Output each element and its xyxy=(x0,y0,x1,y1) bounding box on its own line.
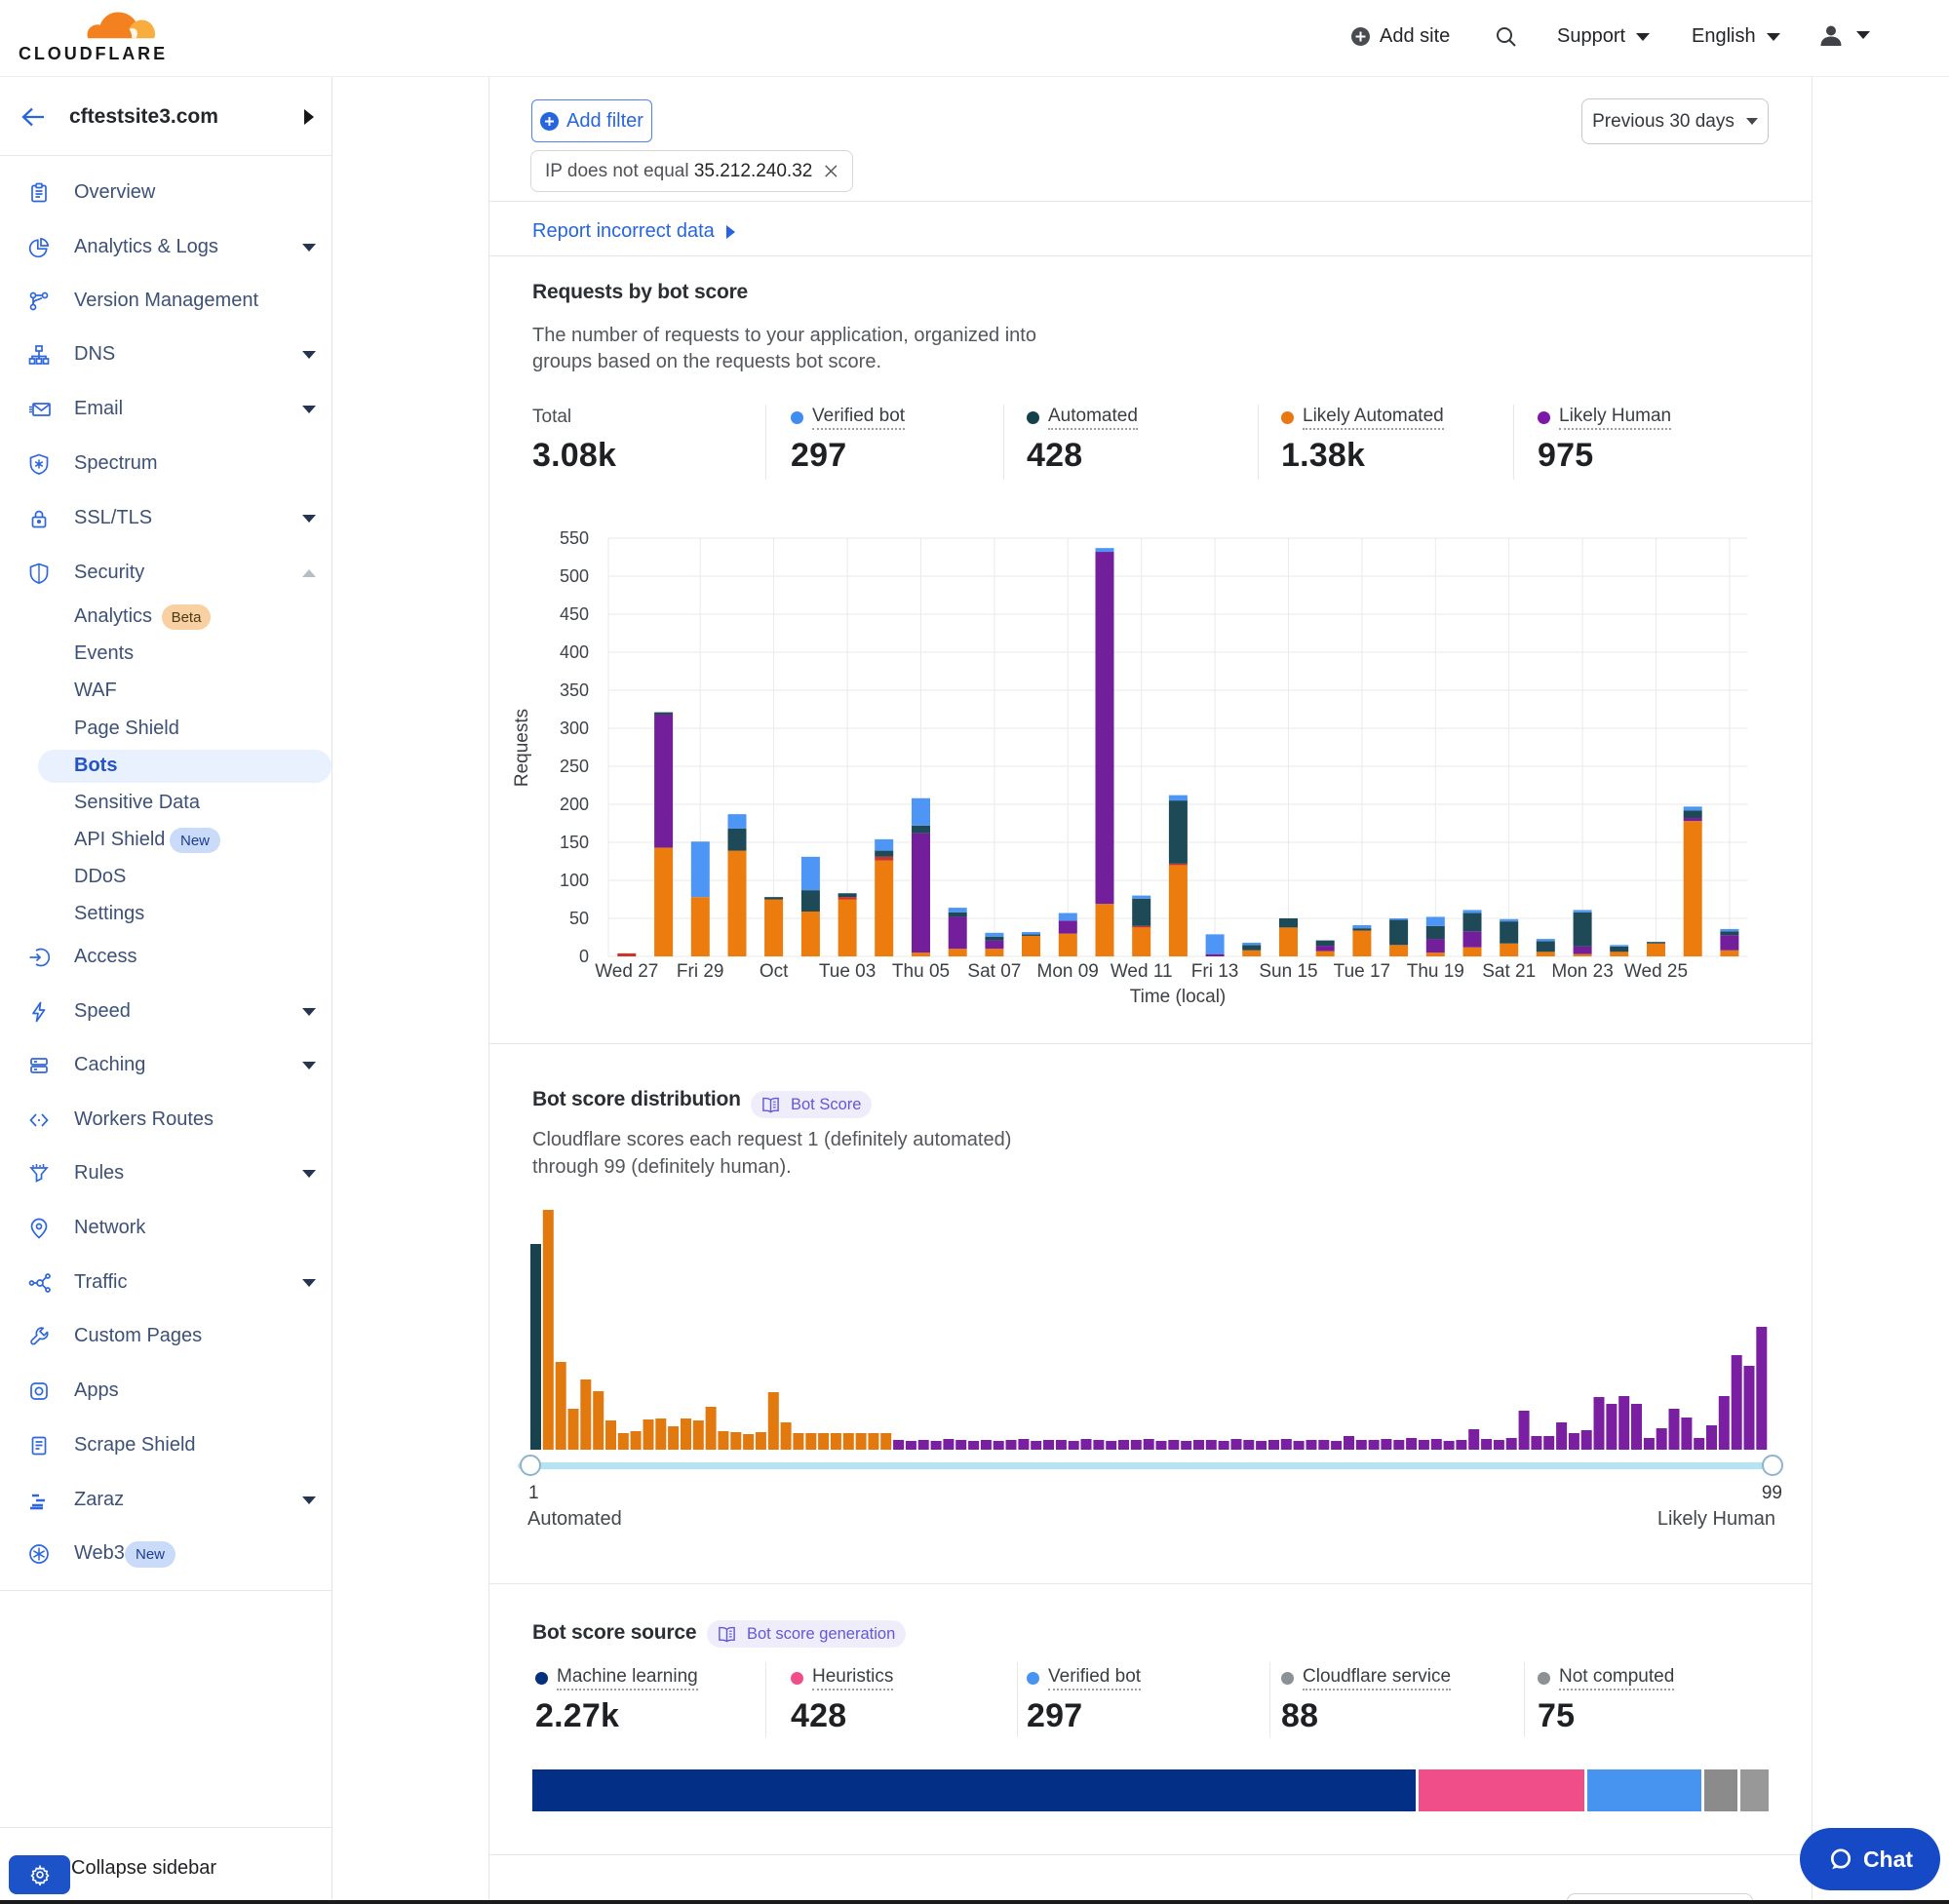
svg-text:200: 200 xyxy=(560,795,589,814)
svg-text:150: 150 xyxy=(560,833,589,852)
svg-text:400: 400 xyxy=(560,642,589,662)
svg-text:Oct: Oct xyxy=(760,961,789,982)
svg-text:Mon 23: Mon 23 xyxy=(1551,961,1613,982)
svg-text:0: 0 xyxy=(579,947,589,966)
svg-text:Sun 15: Sun 15 xyxy=(1259,961,1317,982)
svg-text:550: 550 xyxy=(560,528,589,548)
svg-text:Wed 11: Wed 11 xyxy=(1111,961,1173,982)
svg-text:50: 50 xyxy=(569,909,589,928)
svg-text:Mon 09: Mon 09 xyxy=(1037,961,1099,982)
svg-text:500: 500 xyxy=(560,566,589,586)
svg-text:100: 100 xyxy=(560,871,589,890)
svg-text:Fri 29: Fri 29 xyxy=(677,961,724,982)
svg-text:Thu 05: Thu 05 xyxy=(892,961,950,982)
svg-text:Wed 27: Wed 27 xyxy=(595,961,658,982)
svg-text:Requests: Requests xyxy=(512,709,532,787)
svg-text:Thu 19: Thu 19 xyxy=(1407,961,1464,982)
svg-text:450: 450 xyxy=(560,604,589,624)
svg-text:350: 350 xyxy=(560,680,589,700)
svg-text:Sat 07: Sat 07 xyxy=(967,961,1021,982)
svg-text:Sat 21: Sat 21 xyxy=(1482,961,1536,982)
svg-text:250: 250 xyxy=(560,757,589,776)
svg-text:Fri 13: Fri 13 xyxy=(1191,961,1239,982)
svg-text:300: 300 xyxy=(560,719,589,738)
svg-text:Tue 03: Tue 03 xyxy=(819,961,876,982)
svg-text:Tue 17: Tue 17 xyxy=(1334,961,1390,982)
svg-text:Wed 25: Wed 25 xyxy=(1624,961,1688,982)
svg-text:Time (local): Time (local) xyxy=(1130,987,1227,1007)
